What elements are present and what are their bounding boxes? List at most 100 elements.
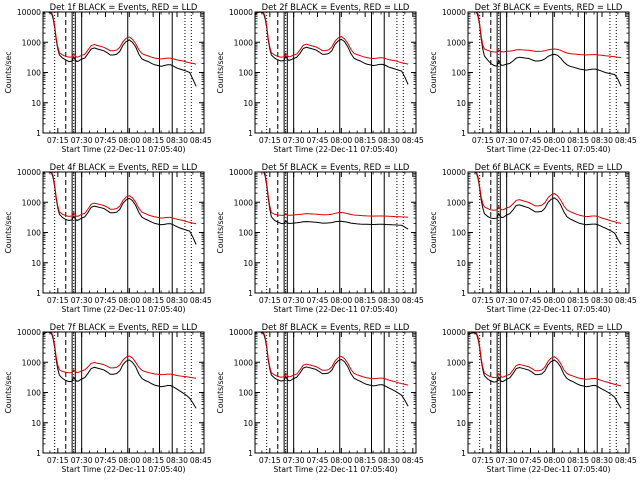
x-tick-label: 07:15: [259, 456, 281, 465]
y-tick-label: 10000: [229, 8, 253, 17]
y-tick-label: 100: [239, 69, 254, 78]
x-axis-label: Start Time (22-Dec-11 07:05:40): [274, 465, 398, 474]
y-axis-label: Counts/sec: [4, 212, 13, 254]
x-tick-label: 08:45: [402, 136, 424, 145]
x-tick-label: 08:45: [615, 456, 637, 465]
panel-title: Det 5f BLACK = Events, RED = LLD: [262, 162, 410, 172]
x-tick-label: 08:00: [118, 456, 140, 465]
y-tick-label: 1000: [447, 198, 466, 207]
y-tick-label: 10: [31, 99, 41, 108]
y-tick-label: 10000: [17, 168, 41, 177]
series-line-lld: [255, 332, 409, 386]
y-tick-label: 10: [31, 419, 41, 428]
y-tick-label: 1: [36, 129, 41, 138]
y-tick-label: 100: [452, 229, 467, 238]
y-tick-label: 1000: [234, 38, 253, 47]
x-tick-label: 07:30: [283, 456, 305, 465]
panel-det-6: Det 6f BLACK = Events, RED = LLD 1 10 100 10…: [429, 162, 637, 314]
x-tick-label: 07:15: [259, 296, 281, 305]
x-tick-label: 07:45: [95, 136, 117, 145]
x-tick-label: 08:30: [378, 456, 400, 465]
y-tick-label: 1: [461, 289, 466, 298]
x-tick-label: 08:00: [543, 296, 565, 305]
x-axis-label: Start Time (22-Dec-11 07:05:40): [62, 465, 186, 474]
y-tick-label: 10000: [17, 8, 41, 17]
panel-title: Det 9f BLACK = Events, RED = LLD: [475, 322, 623, 332]
marker-lines: [54, 332, 192, 453]
x-tick-label: 07:45: [520, 456, 542, 465]
x-tick-label: 08:30: [591, 136, 613, 145]
x-tick-label: 08:45: [190, 136, 212, 145]
x-tick-label: 08:30: [591, 296, 613, 305]
x-tick-label: 07:30: [496, 136, 518, 145]
y-tick-label: 1000: [447, 358, 466, 367]
x-tick-label: 07:30: [71, 136, 93, 145]
x-tick-label: 08:45: [190, 456, 212, 465]
y-tick-label: 1000: [234, 358, 253, 367]
x-tick-label: 08:15: [354, 296, 376, 305]
y-tick-label: 100: [27, 389, 42, 398]
x-tick-label: 07:45: [307, 136, 329, 145]
panel-det-4: Det 4f BLACK = Events, RED = LLD 1 10 100 10…: [4, 162, 212, 314]
series-line-lld: [43, 172, 197, 225]
panel-det-5: Det 5f BLACK = Events, RED = LLD 1 10 100 10…: [216, 162, 424, 314]
y-axis-label: Counts/sec: [429, 372, 438, 414]
y-tick-label: 10000: [442, 328, 466, 337]
x-tick-label: 07:15: [472, 456, 494, 465]
x-tick-label: 08:15: [354, 136, 376, 145]
panel-title: Det 7f BLACK = Events, RED = LLD: [50, 322, 198, 332]
x-tick-label: 08:15: [142, 296, 164, 305]
x-tick-label: 08:45: [402, 296, 424, 305]
series-line-lld: [263, 172, 409, 218]
y-tick-label: 10: [243, 419, 253, 428]
marker-lines: [479, 172, 617, 293]
series-group: [255, 172, 409, 230]
y-tick-label: 1000: [234, 198, 253, 207]
series-group: [468, 332, 622, 409]
y-tick-label: 10000: [229, 328, 253, 337]
y-tick-label: 100: [452, 69, 467, 78]
x-tick-label: 08:30: [591, 456, 613, 465]
marker-lines: [266, 12, 404, 133]
series-line-events: [468, 172, 622, 245]
panel-title: Det 3f BLACK = Events, RED = LLD: [475, 2, 623, 12]
x-axis-label: Start Time (22-Dec-11 07:05:40): [487, 305, 611, 314]
x-tick-label: 08:45: [190, 296, 212, 305]
y-tick-label: 1: [461, 449, 466, 458]
y-tick-label: 1: [36, 289, 41, 298]
series-group: [255, 332, 409, 407]
x-tick-label: 08:00: [118, 136, 140, 145]
x-axis-label: Start Time (22-Dec-11 07:05:40): [62, 145, 186, 154]
marker-lines: [479, 332, 617, 453]
y-axis-label: Counts/sec: [216, 372, 225, 414]
x-tick-label: 08:15: [567, 136, 589, 145]
series-group: [43, 332, 197, 409]
series-line-events: [43, 332, 197, 409]
x-tick-label: 07:15: [47, 296, 69, 305]
panel-title: Det 2f BLACK = Events, RED = LLD: [262, 2, 410, 12]
marker-lines: [54, 12, 192, 133]
x-tick-label: 07:45: [307, 456, 329, 465]
series-line-events: [255, 332, 409, 407]
x-tick-label: 07:30: [283, 296, 305, 305]
y-tick-label: 1000: [447, 38, 466, 47]
y-tick-label: 10: [31, 259, 41, 268]
x-tick-label: 08:15: [142, 136, 164, 145]
x-axis-label: Start Time (22-Dec-11 07:05:40): [487, 465, 611, 474]
marker-lines: [479, 12, 617, 133]
x-tick-label: 07:30: [71, 296, 93, 305]
y-tick-label: 1: [248, 449, 253, 458]
series-group: [255, 12, 409, 85]
y-axis-label: Counts/sec: [216, 52, 225, 94]
series-group: [43, 12, 197, 87]
x-tick-label: 07:45: [95, 456, 117, 465]
series-group: [468, 12, 622, 87]
series-line-events: [468, 332, 622, 409]
y-tick-label: 100: [239, 229, 254, 238]
panel-det-7: Det 7f BLACK = Events, RED = LLD 1 10 100 10…: [4, 322, 212, 474]
y-tick-label: 10000: [442, 8, 466, 17]
x-tick-label: 08:15: [142, 456, 164, 465]
x-tick-label: 07:45: [520, 136, 542, 145]
